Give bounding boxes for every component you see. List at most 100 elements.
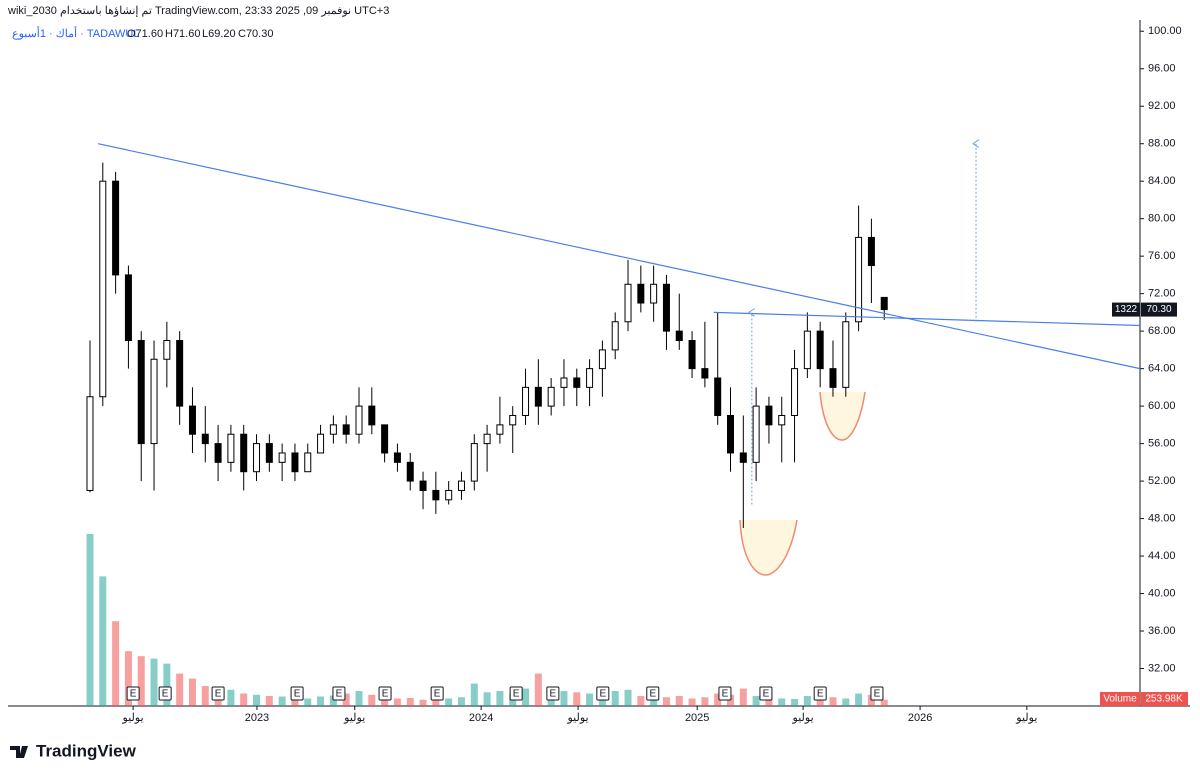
volume-value-box	[1141, 692, 1188, 706]
volume-bar	[176, 673, 184, 706]
x-tick-label: 2023	[245, 712, 269, 724]
earnings-box	[332, 686, 346, 701]
earnings-box	[546, 686, 560, 701]
y-tick-label: 80.00	[1148, 213, 1176, 225]
y-tick-label: 76.00	[1148, 250, 1176, 262]
candle-body	[445, 489, 453, 501]
candle-body	[137, 340, 145, 445]
earnings-label: E	[130, 689, 137, 700]
volume-bar	[534, 673, 542, 706]
countdown: 1322	[1115, 304, 1138, 315]
candle-body	[291, 452, 299, 473]
drawing-line	[713, 311, 1141, 327]
candle-body	[880, 296, 888, 311]
earnings-box	[211, 686, 225, 701]
candle-body	[739, 452, 747, 463]
earnings-label: E	[513, 689, 520, 700]
x-tick-label: يوليو	[343, 712, 365, 724]
candle-body	[432, 489, 440, 501]
candle-body	[99, 180, 107, 398]
y-tick-label: 40.00	[1148, 587, 1176, 599]
countdown-box	[1112, 302, 1140, 317]
earnings-label: E	[817, 689, 824, 700]
candle-body	[381, 424, 389, 454]
volume-bar	[765, 697, 773, 706]
volume-bar	[457, 697, 465, 706]
candle-body	[317, 433, 325, 454]
candle-body	[701, 368, 709, 379]
volume-bar	[560, 691, 568, 706]
volume-bar	[163, 663, 171, 706]
candle-body	[688, 340, 696, 370]
volume-bar	[739, 688, 747, 706]
candle-body	[457, 480, 465, 491]
x-tick-label: يوليو	[567, 712, 589, 724]
x-tick-label: 2026	[908, 712, 932, 724]
volume-value: 253.98K	[1145, 694, 1183, 705]
candle-body	[662, 283, 670, 332]
drawing-line	[97, 143, 1141, 370]
legend-open: O71.60	[127, 28, 163, 40]
volume-bar	[496, 691, 504, 706]
candle-body	[867, 236, 875, 267]
y-tick-label: 100.00	[1148, 25, 1182, 37]
earnings-label: E	[336, 689, 343, 700]
candle-body	[829, 368, 837, 388]
candle-body	[342, 424, 350, 435]
earnings-box	[509, 686, 523, 701]
volume-bar	[791, 699, 799, 706]
volume-bar	[201, 686, 209, 706]
created-note: wiki_2030 تم إنشاؤها باستخدام TradingVie…	[7, 5, 389, 17]
earnings-label: E	[215, 689, 222, 700]
volume-bar	[406, 698, 414, 706]
y-tick-label: 92.00	[1148, 100, 1176, 112]
candle-body	[598, 349, 606, 370]
volume-bar	[829, 697, 837, 706]
earnings-label: E	[550, 689, 557, 700]
earnings-box	[646, 686, 660, 701]
volume-bar	[522, 688, 530, 706]
candle-body	[214, 443, 222, 463]
volume-bar	[445, 698, 453, 706]
earnings-box	[596, 686, 610, 701]
candle-body	[496, 424, 504, 435]
candle-body	[112, 180, 120, 276]
candle-body	[163, 340, 171, 360]
candle-body	[201, 433, 209, 445]
candle-body	[124, 274, 132, 342]
candle-body	[675, 330, 683, 342]
logo-text: TradingView	[36, 741, 137, 760]
volume-bar	[124, 651, 132, 706]
volume-bar	[701, 697, 709, 706]
y-tick-label: 72.00	[1148, 288, 1176, 300]
volume-bar	[278, 696, 286, 706]
candle-body	[855, 236, 863, 323]
earnings-box	[430, 686, 444, 701]
earnings-box	[290, 686, 304, 701]
volume-bar	[304, 698, 312, 706]
candle-body	[368, 405, 376, 426]
candle-body	[355, 405, 363, 435]
x-tick-label: يوليو	[1015, 712, 1037, 724]
candle-body	[547, 386, 555, 407]
candle-body	[842, 321, 850, 388]
volume-tag-box	[1100, 692, 1140, 706]
candle-body	[483, 433, 491, 445]
volume-bar	[342, 693, 350, 706]
candle-body	[586, 368, 594, 388]
candle-body	[329, 424, 337, 435]
candle-body	[560, 377, 568, 388]
volume-bar	[188, 678, 196, 706]
candle-body	[765, 405, 773, 426]
candle-body	[278, 452, 286, 463]
legend-low: L69.20	[202, 28, 236, 40]
earnings-label: E	[599, 689, 606, 700]
volume-bar	[778, 698, 786, 706]
candle-body	[611, 321, 619, 351]
volume-bar	[816, 698, 824, 706]
y-tick-label: 48.00	[1148, 512, 1176, 524]
earnings-label: E	[382, 689, 389, 700]
x-tick-label: يوليو	[122, 712, 144, 724]
volume-bar	[611, 691, 619, 706]
volume-bar	[329, 695, 337, 706]
